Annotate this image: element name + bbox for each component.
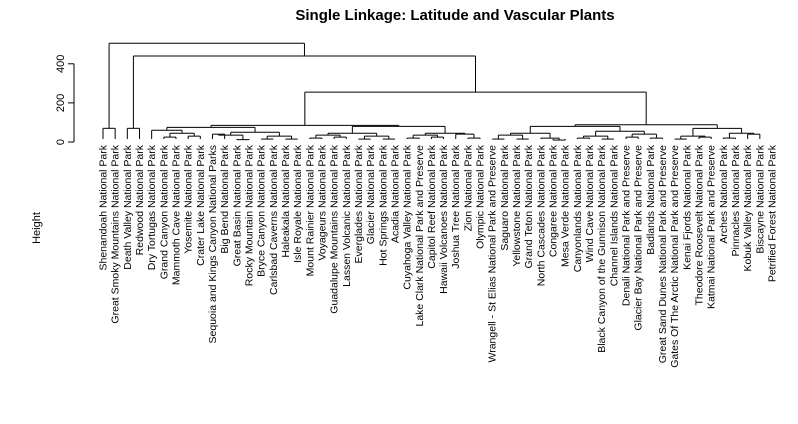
leaf-label: Arches National Park	[718, 144, 730, 243]
dendrogram-tree	[102, 42, 761, 141]
leaf-label: Gates Of The Arctic National Park and Pr…	[669, 145, 681, 368]
leaf-label: Sequoia and Kings Canyon National Parks	[207, 145, 219, 343]
leaf-label: Hot Springs National Park	[377, 144, 389, 266]
leaf-label: Mammoth Cave National Park	[170, 144, 182, 285]
leaf-label: Black Canyon of the Gunnison National Pa…	[596, 144, 608, 353]
leaf-label: Saguaro National Park	[499, 144, 511, 250]
leaf-label: Grand Teton National Park	[523, 144, 535, 268]
y-tick-label: 200	[55, 94, 67, 112]
leaf-label: Great Smoky Mountains National Park	[110, 144, 122, 323]
leaf-label: Congaree National Park	[548, 144, 560, 257]
leaf-label: Biscayne National Park	[754, 144, 766, 253]
leaf-label: Petrified Forest National Park	[767, 144, 779, 282]
leaf-label: Wind Cave National Park	[584, 144, 596, 262]
leaf-label: Mesa Verde National Park	[560, 144, 572, 267]
y-axis-label: Height	[31, 212, 43, 244]
leaf-label: Wrangell - St Elias National Park and Pr…	[487, 145, 499, 363]
leaf-label: Haleakala National Park	[280, 144, 292, 257]
leaf-label: Glacier National Park	[365, 144, 377, 244]
leaf-label: Great Sand Dunes National Park and Prese…	[657, 145, 669, 363]
leaf-label: Yosemite National Park	[183, 144, 195, 254]
leaf-label: Capitol Reef National Park	[426, 144, 438, 268]
leaf-label: Grand Canyon National Park	[158, 144, 170, 279]
leaf-label: Big Bend National Park	[219, 144, 231, 253]
leaf-labels: Shenandoah National Park Great Smoky Moun…	[98, 144, 779, 367]
leaf-label: Lassen Volcanic National Park	[341, 144, 353, 287]
leaf-label: Rocky Mountain National Park	[243, 144, 255, 286]
leaf-label: Canyonlands National Park	[572, 144, 584, 272]
y-tick-label: 400	[55, 55, 67, 73]
leaf-label: Redwood National Park	[134, 144, 146, 255]
leaf-label: Olympic National Park	[475, 144, 487, 249]
leaf-label: Yellowstone National Park	[511, 144, 523, 266]
leaf-label: Everglades National Park	[353, 144, 365, 263]
leaf-label: Badlands National Park	[645, 144, 657, 254]
leaf-label: Bryce Canyon National Park	[256, 144, 268, 277]
leaf-label: Carlsbad Caverns National Park	[268, 144, 280, 295]
leaf-label: Denali National Park and Preserve	[621, 145, 633, 306]
leaf-label: Katmai National Park and Preserve	[706, 145, 718, 309]
leaf-label: Shenandoah National Park	[98, 144, 110, 270]
leaf-label: Zion National Park	[462, 144, 474, 231]
leaf-label: Mount Rainier National Park	[304, 144, 316, 276]
y-axis: 0 200 400	[55, 55, 75, 145]
leaf-label: Theodore Roosevelt National Park	[694, 144, 706, 305]
leaf-label: Acadia National Park	[389, 144, 401, 243]
leaf-label: Lake Clark National Park and Preserve	[414, 145, 426, 327]
leaf-label: Crater Lake National Park	[195, 144, 207, 266]
leaf-label: Glacier Bay National Park and Preserve	[633, 145, 645, 331]
chart-title: Single Linkage: Latitude and Vascular Pl…	[295, 7, 614, 24]
leaf-label: North Cascades National Park	[535, 144, 547, 286]
leaf-label: Cuyahoga Valley National Park	[402, 144, 414, 289]
leaf-label: Dry Tortugas National Park	[146, 144, 158, 270]
leaf-label: Guadalupe Mountains National Park	[329, 144, 341, 313]
leaf-label: Great Basin National Park	[231, 144, 243, 266]
leaf-label: Death Valley National Park	[122, 144, 134, 269]
leaf-label: Channel Islands National Park	[608, 144, 620, 286]
y-tick-label: 0	[55, 139, 67, 145]
leaf-label: Kobuk Valley National Park	[742, 144, 754, 271]
leaf-label: Pinnacles National Park	[730, 144, 742, 256]
leaf-label: Kenai Fjords National Park	[681, 144, 693, 270]
leaf-label: Isle Royale National Park	[292, 144, 304, 263]
leaf-label: Hawaii Volcanoes National Park	[438, 144, 450, 294]
leaf-label: Voyageurs National Park	[316, 144, 328, 260]
leaf-label: Joshua Tree National Park	[450, 144, 462, 268]
